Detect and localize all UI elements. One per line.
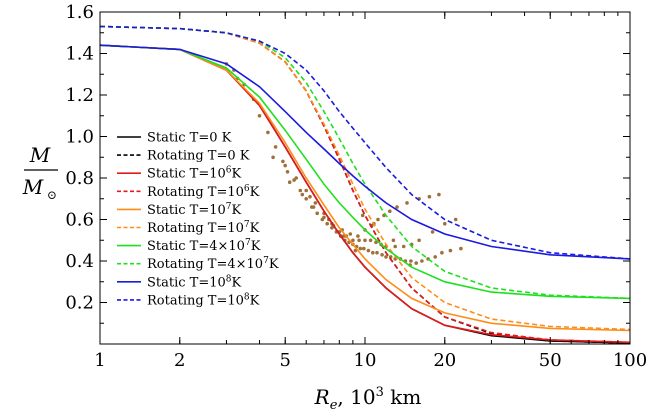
y-ticks: 0.2 0.4 0.6 0.8 1.0 1.2 1.4 1.6 bbox=[65, 2, 630, 324]
scatter-point bbox=[368, 238, 373, 243]
scatter-point bbox=[391, 238, 396, 243]
legend-label: Static T=4×107K bbox=[147, 238, 261, 254]
legend: Static T=0 K Rotating T=0 K Static T=106K R… bbox=[117, 131, 279, 308]
x-ticks: 1 2 5 10 20 50 100 bbox=[94, 12, 647, 371]
scatter-point bbox=[283, 163, 288, 168]
y-tick-label: 1.4 bbox=[65, 44, 94, 65]
scatter-point bbox=[257, 114, 262, 118]
scatter-point bbox=[409, 259, 413, 263]
scatter-point bbox=[453, 217, 458, 222]
scatter-point bbox=[420, 259, 424, 263]
scatter-point bbox=[366, 248, 371, 253]
scatter-point bbox=[287, 180, 292, 184]
scatter-point bbox=[417, 238, 421, 243]
scatter-point bbox=[298, 188, 303, 193]
legend-label: Rotating T=106K bbox=[147, 184, 260, 200]
scatter-point bbox=[271, 155, 275, 160]
series-lines bbox=[99, 25, 631, 344]
series-line-6 bbox=[99, 44, 631, 300]
y-axis-label: M M ⊙ bbox=[22, 143, 58, 202]
scatter-point bbox=[388, 209, 392, 213]
legend-label: Static T=106K bbox=[147, 166, 242, 182]
scatter-point bbox=[294, 176, 299, 180]
y-tick-label: 0.8 bbox=[65, 168, 94, 189]
x-tick-label: 20 bbox=[433, 350, 456, 371]
scatter-point bbox=[273, 145, 278, 149]
scatter-point bbox=[281, 159, 285, 164]
x-axis-label: Re, 103 km bbox=[314, 385, 422, 413]
y-tick-label: 0.2 bbox=[65, 293, 94, 314]
legend-label: Rotating T=108K bbox=[147, 292, 260, 308]
series-line-4 bbox=[99, 44, 631, 332]
scatter-point bbox=[313, 201, 318, 205]
scatter-point bbox=[433, 255, 438, 259]
series-line-3 bbox=[99, 25, 631, 344]
scatter-point bbox=[414, 261, 419, 265]
scatter-point bbox=[348, 232, 353, 236]
scatter-point bbox=[395, 205, 399, 209]
x-tick-label: 10 bbox=[354, 350, 377, 371]
scatter-point bbox=[356, 234, 360, 238]
x-tick-label: 1 bbox=[94, 350, 105, 371]
scatter-point bbox=[376, 217, 380, 222]
scatter-point bbox=[380, 253, 384, 257]
scatter-point bbox=[371, 250, 375, 255]
scatter-point bbox=[393, 244, 398, 249]
scatter-point bbox=[375, 250, 379, 255]
scatter-point bbox=[362, 246, 366, 251]
scatter-point bbox=[304, 188, 309, 193]
y-tick-label: 1.0 bbox=[65, 127, 94, 148]
y-axis-label-numerator: M bbox=[29, 143, 51, 167]
y-tick-label: 1.2 bbox=[65, 85, 94, 106]
x-tick-label: 2 bbox=[174, 350, 185, 371]
scatter-point bbox=[322, 215, 326, 220]
scatter-point bbox=[401, 244, 406, 249]
scatter-point bbox=[315, 211, 320, 216]
y-tick-label: 1.6 bbox=[65, 2, 94, 23]
y-axis-label-sun-symbol: ⊙ bbox=[47, 188, 57, 202]
legend-label: Rotating T=107K bbox=[147, 220, 260, 236]
scatter-point bbox=[285, 170, 290, 174]
scatter-point bbox=[357, 238, 361, 243]
legend-label: Rotating T=4×107K bbox=[147, 256, 279, 272]
series-line-8 bbox=[99, 44, 631, 260]
x-tick-label: 5 bbox=[280, 350, 291, 371]
scatter-point bbox=[440, 250, 444, 255]
scatter-point bbox=[384, 255, 388, 259]
scatter-point bbox=[363, 238, 367, 243]
x-tick-label: 100 bbox=[613, 350, 647, 371]
scatter-point bbox=[448, 248, 453, 253]
scatter-point bbox=[427, 194, 432, 199]
scatter-point bbox=[308, 194, 312, 199]
scatter-point bbox=[430, 230, 435, 234]
scatter-point bbox=[437, 192, 441, 197]
scatter-point bbox=[266, 130, 270, 135]
scatter-point bbox=[325, 221, 330, 226]
y-tick-label: 0.4 bbox=[65, 251, 94, 272]
scatter-point bbox=[311, 205, 316, 209]
legend-label: Static T=0 K bbox=[147, 131, 232, 146]
x-tick-label: 50 bbox=[539, 350, 562, 371]
scatter-point bbox=[388, 255, 393, 259]
y-tick-label: 0.6 bbox=[65, 210, 94, 231]
y-axis-label-denominator: M bbox=[22, 175, 44, 199]
scatter-point bbox=[304, 197, 309, 201]
scatter-point bbox=[360, 213, 365, 218]
scatter-point bbox=[405, 201, 409, 205]
scatter-point bbox=[459, 246, 463, 251]
scatter-point bbox=[443, 221, 447, 226]
scatter-point bbox=[358, 246, 363, 251]
scatter-points bbox=[224, 62, 463, 267]
scatter-point bbox=[300, 192, 305, 197]
legend-label: Static T=108K bbox=[147, 274, 242, 290]
legend-label: Static T=107K bbox=[147, 202, 242, 218]
legend-label: Rotating T=0 K bbox=[147, 149, 250, 164]
scatter-point bbox=[351, 238, 355, 243]
